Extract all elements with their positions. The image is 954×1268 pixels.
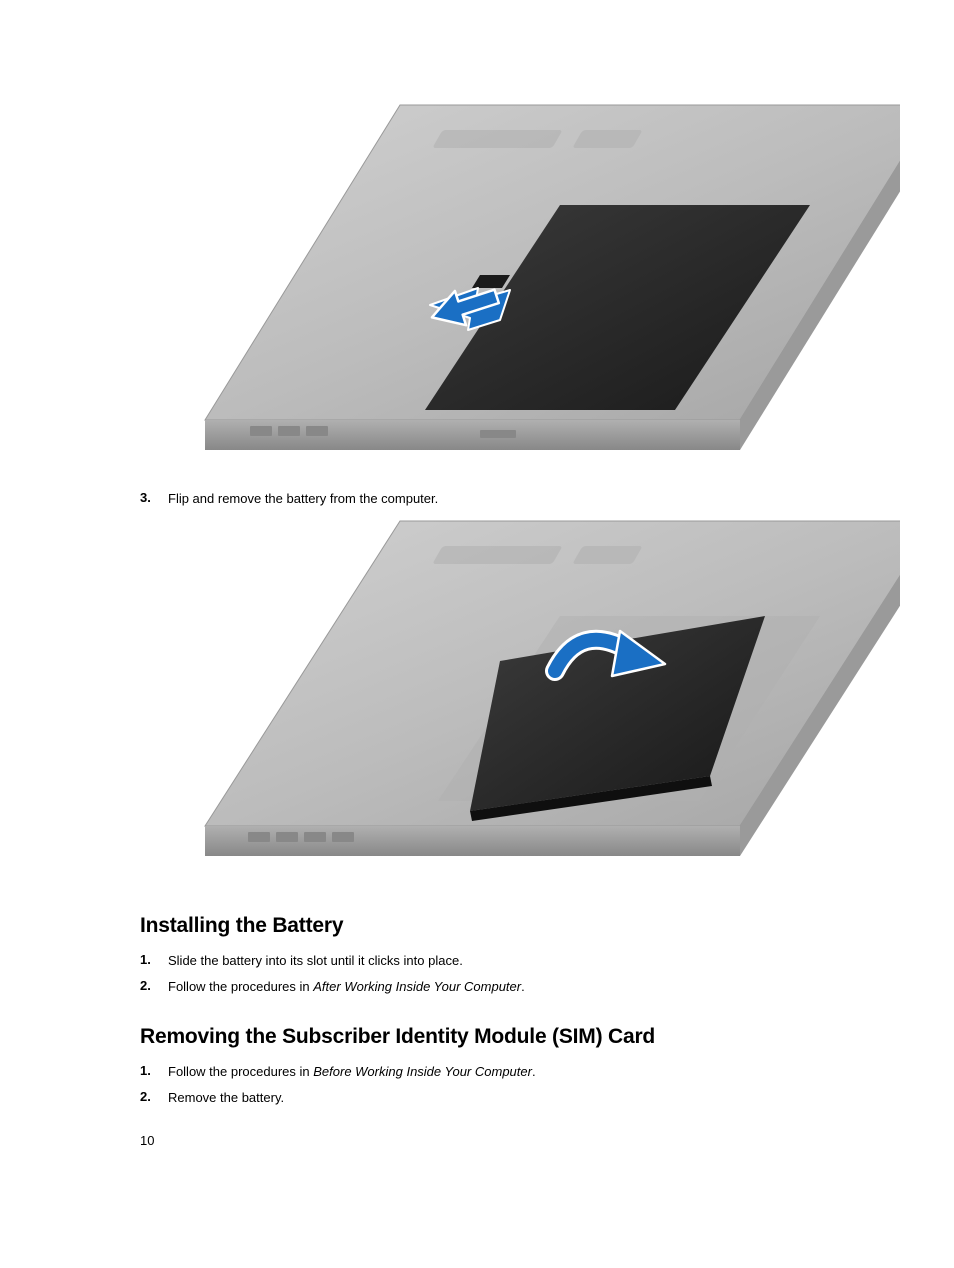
step-italic: Before Working Inside Your Computer (313, 1064, 532, 1079)
step-number: 1. (140, 1063, 168, 1081)
step-3: 3. Flip and remove the battery from the … (140, 490, 894, 508)
step-text: Flip and remove the battery from the com… (168, 490, 438, 508)
step-prefix: Follow the procedures in (168, 979, 313, 994)
heading-removing-sim: Removing the Subscriber Identity Module … (140, 1025, 894, 1049)
step-text: Slide the battery into its slot until it… (168, 952, 463, 970)
figure-battery-flip (180, 516, 894, 886)
sim-step-1: 1. Follow the procedures in Before Worki… (140, 1063, 894, 1081)
step-number: 2. (140, 1089, 168, 1107)
step-text: Follow the procedures in After Working I… (168, 978, 525, 996)
step-number: 3. (140, 490, 168, 508)
heading-installing-battery: Installing the Battery (140, 914, 894, 938)
step-text: Follow the procedures in Before Working … (168, 1063, 536, 1081)
step-prefix: Follow the procedures in (168, 1064, 313, 1079)
sim-step-2: 2. Remove the battery. (140, 1089, 894, 1107)
step-number: 1. (140, 952, 168, 970)
doc-page: 3. Flip and remove the battery from the … (0, 0, 954, 1155)
step-italic: After Working Inside Your Computer (313, 979, 521, 994)
step-number: 2. (140, 978, 168, 996)
page-number: 10 (140, 1133, 154, 1148)
figure-battery-slide (180, 100, 894, 480)
step-text: Remove the battery. (168, 1089, 284, 1107)
step-suffix: . (521, 979, 525, 994)
install-step-1: 1. Slide the battery into its slot until… (140, 952, 894, 970)
step-suffix: . (532, 1064, 536, 1079)
install-step-2: 2. Follow the procedures in After Workin… (140, 978, 894, 996)
